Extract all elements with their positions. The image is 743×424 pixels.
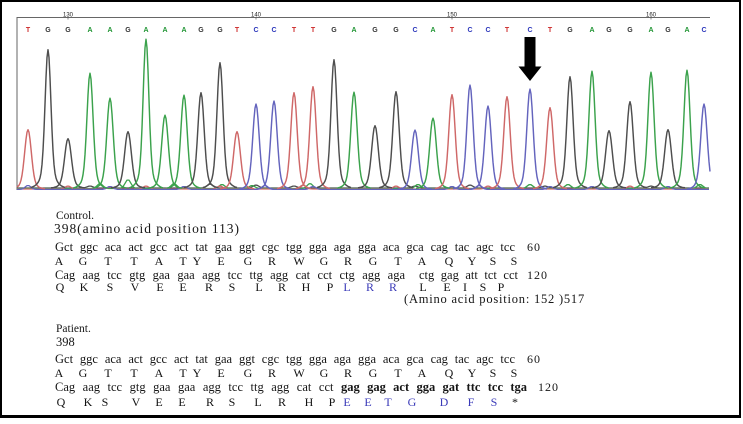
svg-text:T: T [450,27,455,34]
svg-text:G: G [606,27,612,34]
svg-text:A: A [162,27,167,34]
svg-text:A: A [648,27,653,34]
svg-text:C: C [527,27,532,34]
svg-text:A: A [107,27,112,34]
svg-text:160: 160 [646,13,657,19]
svg-text:150: 150 [447,13,458,19]
svg-text:G: G [665,27,671,34]
svg-text:C: C [701,27,706,34]
svg-text:A: A [589,27,594,34]
svg-text:G: G [331,27,337,34]
svg-text:C: C [467,27,472,34]
svg-text:C: C [271,27,276,34]
svg-text:A: A [684,27,689,34]
svg-text:G: G [372,27,378,34]
svg-text:A: A [181,27,186,34]
svg-text:T: T [292,27,297,34]
svg-text:A: A [143,27,148,34]
svg-text:G: G [198,27,204,34]
svg-text:G: G [45,27,51,34]
svg-text:T: T [505,27,510,34]
svg-text:G: G [393,27,399,34]
svg-text:G: G [627,27,633,34]
svg-text:G: G [567,27,573,34]
svg-text:T: T [26,27,31,34]
svg-text:G: G [125,27,131,34]
svg-text:A: A [351,27,356,34]
svg-text:T: T [548,27,553,34]
svg-text:140: 140 [251,13,262,19]
svg-text:C: C [485,27,490,34]
svg-text:T: T [311,27,316,34]
svg-text:G: G [217,27,223,34]
svg-text:130: 130 [63,13,74,19]
svg-text:C: C [253,27,258,34]
svg-text:T: T [235,27,240,34]
svg-text:C: C [412,27,417,34]
svg-text:G: G [65,27,71,34]
svg-text:A: A [430,27,435,34]
svg-text:A: A [87,27,92,34]
